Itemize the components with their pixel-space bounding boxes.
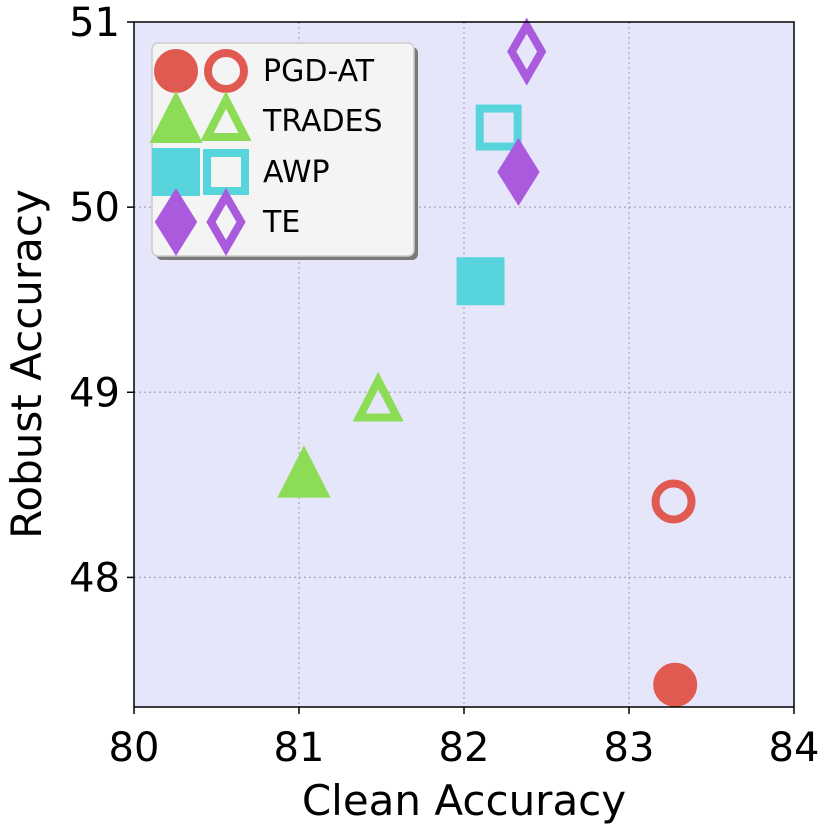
x-tick-label: 82	[439, 725, 490, 771]
legend-label-te: TE	[262, 205, 300, 240]
data-point-awp-filled	[456, 257, 505, 306]
axis-ticks: 80 81 82 83 84 48 49 50 51	[69, 0, 819, 771]
legend-marker-trades-hollow	[200, 91, 252, 141]
legend-marker-pgd-at-filled	[154, 49, 198, 93]
legend-marker-te-hollow	[206, 187, 246, 257]
legend-label-trades: TRADES	[262, 104, 383, 139]
legend-marker-te-filled	[154, 188, 198, 256]
data-point-trades-filled	[277, 445, 331, 498]
legend-label-pgd-at: PGD-AT	[263, 54, 375, 89]
legend-marker-trades-filled	[149, 90, 203, 143]
legend-label-awp: AWP	[263, 155, 330, 190]
legend-marker-pgd-at-hollow	[204, 49, 248, 93]
y-tick-label: 51	[69, 0, 120, 46]
x-axis-label: Clean Accuracy	[302, 776, 626, 825]
legend: PGD-AT TRADES AWP TE	[149, 42, 418, 260]
y-tick-label: 48	[69, 555, 120, 601]
x-tick-label: 80	[109, 725, 160, 771]
x-tick-label: 84	[769, 725, 820, 771]
data-point-pgd-at-hollow	[651, 479, 696, 524]
y-axis-label: Robust Accuracy	[2, 189, 51, 539]
data-points	[277, 17, 698, 707]
data-point-te-filled	[497, 138, 540, 206]
y-tick-label: 50	[69, 185, 120, 231]
data-point-te-hollow	[507, 17, 547, 86]
data-point-trades-hollow	[352, 371, 404, 422]
x-tick-label: 83	[604, 725, 655, 771]
legend-markers	[149, 49, 252, 257]
legend-marker-awp-filled	[152, 148, 200, 196]
x-tick-label: 81	[274, 725, 325, 771]
data-point-pgd-at-filled	[653, 662, 698, 707]
y-tick-label: 49	[69, 370, 120, 416]
data-point-awp-hollow	[475, 104, 522, 151]
